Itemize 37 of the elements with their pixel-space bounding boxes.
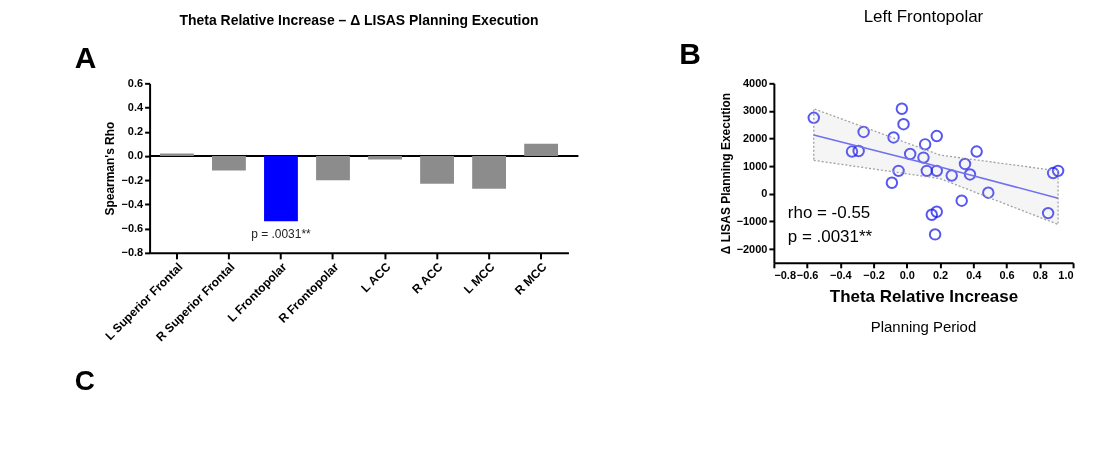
x-tick-label: 0.4 (966, 269, 983, 282)
text: C (74, 365, 95, 397)
y-tick-label: −0.6 (121, 222, 144, 235)
y-tick-label: 0.4 (127, 101, 145, 114)
annotation: rho = -0.55 (787, 202, 871, 222)
y-tick-label: −1000 (736, 214, 768, 227)
y-tick-label: 1000 (743, 159, 768, 172)
y-tick-label: −2000 (736, 242, 768, 255)
annotation: p = .0031** (787, 226, 873, 246)
x-tick-label: −0.6 (796, 269, 819, 282)
y-tick-label: −0.2 (121, 173, 144, 186)
chart-title: Theta Relative Increase – Δ LISAS Planning Execution (179, 12, 539, 29)
y-tick-label: 3000 (743, 104, 768, 117)
y-tick-label: 0 (761, 187, 768, 200)
text: Planning Period (870, 317, 977, 335)
y-tick-label: 0.0 (127, 149, 144, 162)
y-tick-label: 2000 (743, 132, 768, 145)
x-tick-label: 0.0 (899, 269, 915, 282)
y-tick-label: 0.6 (127, 76, 144, 89)
chart-title: Left Frontopolar (863, 7, 984, 27)
y-axis-title: Spearman's Rho (103, 121, 118, 216)
text: A (74, 41, 97, 75)
x-tick-label: 0.6 (999, 269, 1015, 282)
x-tick-label: −0.2 (863, 269, 885, 282)
y-tick-label: 0.2 (127, 125, 144, 138)
y-tick-label: 4000 (743, 76, 768, 89)
annotation: p = .0031** (251, 227, 312, 242)
y-tick-label: −0.8 (121, 246, 144, 259)
x-tick-label: 0.8 (1032, 269, 1048, 282)
x-axis-title: Theta Relative Increase (829, 287, 1019, 307)
y-axis-title: Δ LISAS Planning Execution (718, 92, 733, 255)
x-tick-label: 1.0 (1058, 269, 1074, 282)
x-tick-label: −0.8 (774, 269, 796, 282)
x-tick-label: −0.4 (830, 269, 853, 282)
x-tick-label: 0.2 (932, 269, 949, 282)
text: B (679, 37, 701, 71)
y-tick-label: −0.4 (121, 197, 145, 210)
